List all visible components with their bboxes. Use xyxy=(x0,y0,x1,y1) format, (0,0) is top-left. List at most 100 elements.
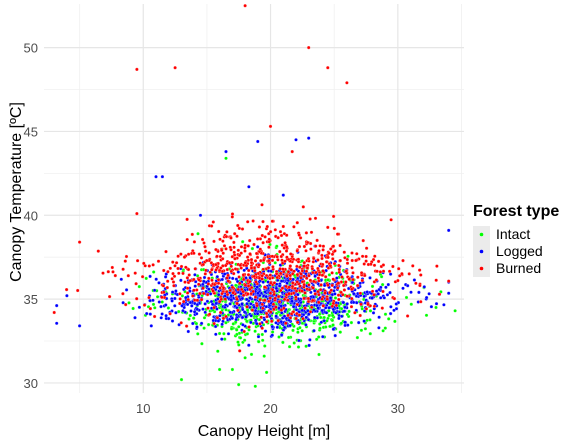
data-point xyxy=(341,300,346,305)
data-point xyxy=(257,225,262,229)
data-point xyxy=(286,313,290,318)
data-point xyxy=(260,233,265,238)
data-point xyxy=(394,302,399,306)
data-point xyxy=(195,302,200,307)
data-point xyxy=(298,325,302,330)
data-point xyxy=(241,323,245,327)
data-point xyxy=(294,295,298,299)
data-point xyxy=(137,305,142,310)
data-point xyxy=(306,256,311,261)
data-point xyxy=(231,322,236,326)
data-point xyxy=(157,281,161,285)
data-point xyxy=(351,271,355,275)
data-point xyxy=(267,245,271,249)
data-point xyxy=(249,291,253,296)
data-point xyxy=(199,321,204,326)
data-point xyxy=(294,289,299,293)
data-point xyxy=(309,230,314,235)
data-point xyxy=(240,239,245,244)
data-point xyxy=(207,251,211,255)
data-point xyxy=(380,306,385,310)
data-point xyxy=(435,264,439,268)
data-point xyxy=(159,316,163,320)
data-point xyxy=(228,288,233,293)
data-point xyxy=(283,259,287,264)
data-point xyxy=(282,325,287,330)
data-point xyxy=(437,292,442,296)
data-point xyxy=(241,277,246,282)
data-point xyxy=(350,266,354,270)
data-point xyxy=(282,297,287,302)
data-point xyxy=(111,270,115,274)
data-point xyxy=(392,296,397,301)
data-point xyxy=(259,258,263,263)
data-point xyxy=(133,271,137,275)
data-point xyxy=(221,285,226,290)
data-point xyxy=(337,263,341,268)
data-point xyxy=(255,237,260,241)
data-point xyxy=(377,326,381,330)
data-point xyxy=(278,271,283,276)
data-point xyxy=(258,297,262,302)
data-point xyxy=(151,270,156,274)
data-point xyxy=(337,316,341,321)
legend-title: Forest type xyxy=(473,203,559,220)
data-point xyxy=(234,317,238,322)
data-point xyxy=(345,312,350,317)
data-point xyxy=(383,312,388,316)
data-point xyxy=(282,306,286,310)
data-point xyxy=(231,291,235,295)
data-point xyxy=(316,289,320,294)
data-point xyxy=(307,283,311,287)
data-point xyxy=(221,316,226,321)
data-point xyxy=(354,301,359,305)
data-point xyxy=(350,251,354,255)
data-point xyxy=(326,255,330,260)
data-point xyxy=(236,223,240,228)
data-point xyxy=(207,276,211,281)
data-point xyxy=(303,306,307,310)
data-point xyxy=(164,249,168,254)
data-point xyxy=(279,333,284,337)
data-point xyxy=(378,296,383,300)
data-point xyxy=(134,281,138,286)
data-point xyxy=(155,295,160,299)
data-point xyxy=(224,247,228,251)
data-point xyxy=(381,329,385,333)
data-point xyxy=(299,276,303,280)
data-point xyxy=(232,240,236,245)
data-point xyxy=(181,299,186,304)
data-point xyxy=(193,267,197,271)
data-point xyxy=(308,241,313,246)
data-point xyxy=(314,337,319,342)
data-point xyxy=(424,295,429,300)
data-point xyxy=(372,304,377,309)
data-point xyxy=(407,272,411,276)
data-point xyxy=(268,296,272,300)
data-point xyxy=(333,292,337,296)
data-point xyxy=(384,285,388,290)
data-point xyxy=(232,231,237,236)
data-point xyxy=(319,320,324,325)
data-point xyxy=(383,326,388,330)
data-point xyxy=(241,273,246,277)
data-point xyxy=(220,291,224,296)
data-point xyxy=(168,266,173,271)
data-point xyxy=(295,249,299,253)
data-point xyxy=(196,332,200,336)
data-point xyxy=(254,280,258,284)
data-point xyxy=(245,308,250,312)
data-point xyxy=(245,332,250,336)
data-point xyxy=(320,297,324,301)
data-point xyxy=(268,281,273,285)
data-point xyxy=(271,302,276,307)
data-point xyxy=(287,285,291,290)
data-point xyxy=(314,270,318,275)
data-point xyxy=(216,281,221,286)
data-point xyxy=(229,269,234,274)
data-point xyxy=(351,300,356,305)
data-point xyxy=(377,315,381,319)
data-point xyxy=(225,267,230,272)
data-point xyxy=(270,258,275,263)
data-point xyxy=(270,219,275,223)
